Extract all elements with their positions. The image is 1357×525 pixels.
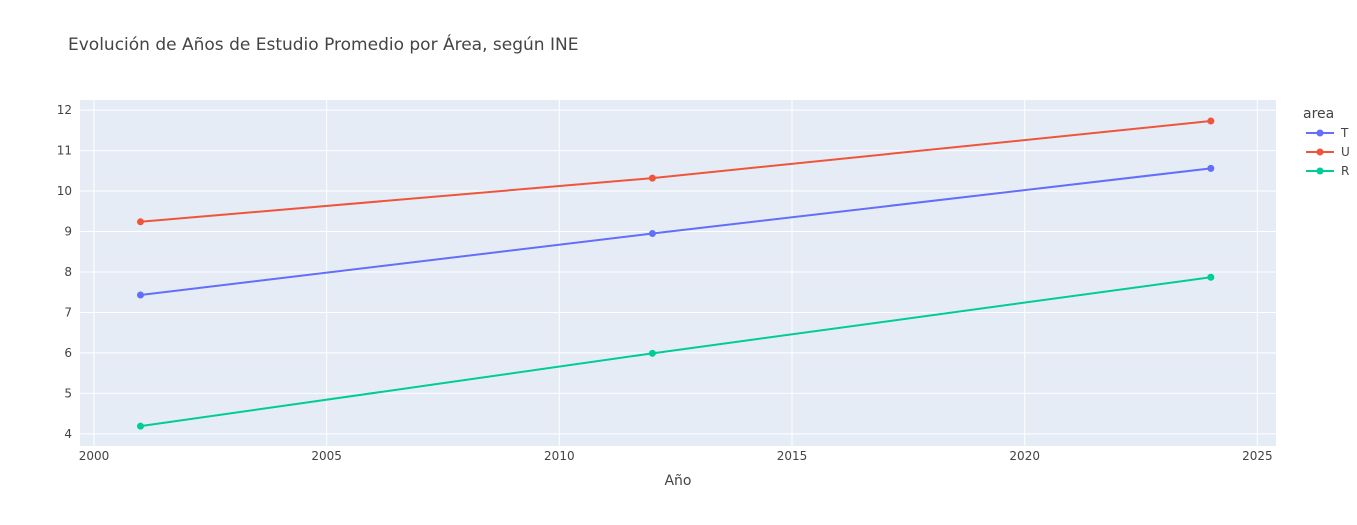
y-tick-label: 9 (64, 225, 72, 239)
data-point[interactable] (1207, 164, 1215, 172)
x-tick-label: 2015 (777, 449, 808, 463)
y-tick-label: 10 (57, 184, 72, 198)
data-point[interactable] (136, 218, 144, 226)
legend-marker-swatch (1316, 167, 1324, 175)
x-tick-label: 2005 (311, 449, 342, 463)
x-tick-label: 2020 (1009, 449, 1040, 463)
y-tick-label: 7 (64, 305, 72, 319)
legend-item-U[interactable]: U (1306, 145, 1350, 159)
data-point[interactable] (136, 422, 144, 430)
series-T (136, 164, 1215, 299)
data-point[interactable] (1207, 117, 1215, 125)
series-R (136, 273, 1215, 430)
x-axis-title: Año (664, 473, 691, 489)
y-tick-label: 11 (57, 144, 72, 158)
y-axis-ticks: 4 5 6 7 8 9 10 11 12 (57, 103, 72, 441)
legend-label: R (1341, 164, 1349, 178)
data-point[interactable] (648, 230, 656, 238)
data-point[interactable] (1207, 273, 1215, 281)
x-tick-label: 2025 (1242, 449, 1273, 463)
x-tick-label: 2000 (79, 449, 110, 463)
data-point[interactable] (136, 291, 144, 299)
legend-label: U (1341, 145, 1350, 159)
y-tick-label: 12 (57, 103, 72, 117)
legend-item-R[interactable]: R (1306, 164, 1349, 178)
chart-title: Evolución de Años de Estudio Promedio po… (68, 33, 578, 55)
legend-label: T (1340, 126, 1349, 140)
y-tick-label: 4 (64, 427, 72, 441)
x-axis-ticks: 2000 2005 2010 2015 2020 2025 (79, 449, 1273, 463)
data-point[interactable] (648, 174, 656, 182)
legend-marker-swatch (1316, 129, 1324, 137)
legend-marker-swatch (1316, 148, 1324, 156)
plot-area (80, 100, 1276, 446)
y-tick-label: 5 (64, 386, 72, 400)
legend-item-T[interactable]: T (1306, 126, 1349, 140)
legend-title: area (1303, 106, 1334, 122)
y-tick-label: 8 (64, 265, 72, 279)
series-layer (136, 117, 1215, 430)
series-U (136, 117, 1215, 226)
data-point[interactable] (648, 349, 656, 357)
x-tick-label: 2010 (544, 449, 575, 463)
y-tick-label: 6 (64, 346, 72, 360)
legend[interactable]: TUR (1306, 126, 1350, 178)
